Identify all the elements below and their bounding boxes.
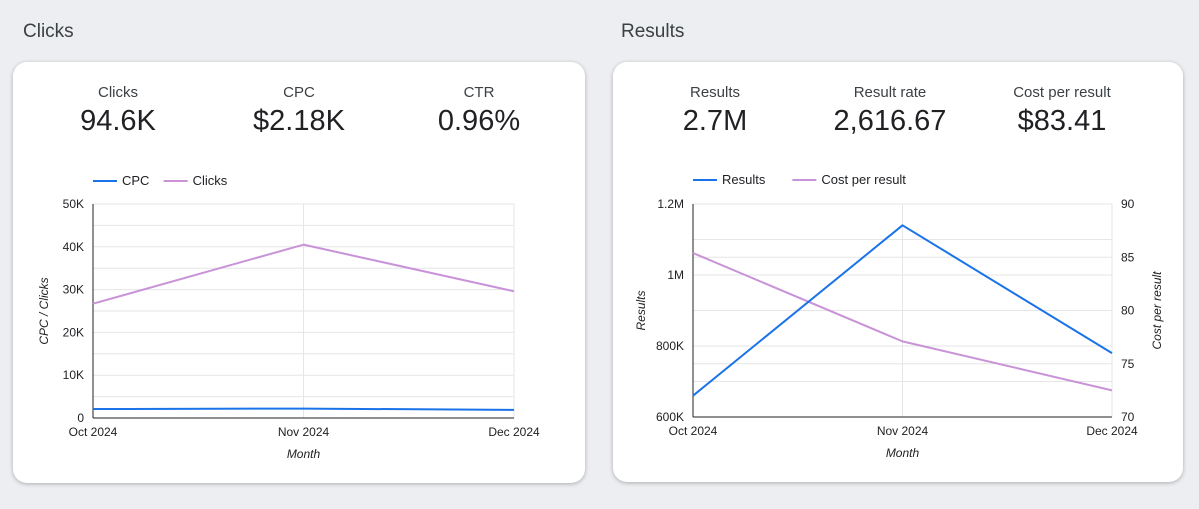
kpi-label: Clicks [98, 84, 138, 101]
results-cost-line-chart: 600K 800K 1M 1.2M 70 75 80 85 90 Oct 2024 Nov 2024… [634, 172, 1164, 460]
y-axis-title: Results [634, 290, 648, 330]
kpi-result-rate: Result rate 2,616.67 [810, 84, 970, 138]
clicks-section-title: Clicks [23, 21, 74, 42]
y-right-tick-label: 70 [1121, 410, 1135, 424]
x-tick-label: Oct 2024 [69, 425, 118, 439]
series-line-cost-per-result [692, 252, 1113, 392]
y-axis-title: CPC / Clicks [37, 277, 51, 344]
kpi-clicks: Clicks 94.6K [38, 84, 198, 138]
x-axis-title: Month [886, 446, 920, 460]
x-tick-label: Dec 2024 [1086, 424, 1138, 438]
series-line-results [692, 224, 1113, 397]
x-tick-label: Nov 2024 [278, 425, 330, 439]
y-right-tick-label: 85 [1121, 250, 1135, 264]
kpi-label: CTR [463, 84, 495, 101]
y-tick-label: 600K [656, 410, 684, 424]
y-tick-label: 1M [667, 268, 684, 282]
kpi-value: $83.41 [1017, 105, 1107, 137]
kpi-value: 0.96% [437, 105, 521, 137]
series-line-clicks [92, 243, 515, 305]
legend-label: Cost per result [821, 172, 906, 187]
y-tick-label: 40K [63, 240, 84, 254]
x-tick-label: Oct 2024 [669, 424, 718, 438]
kpi-label: CPC [283, 84, 315, 101]
series-line-cpc [92, 407, 515, 411]
y-right-tick-label: 90 [1121, 197, 1135, 211]
x-tick-label: Dec 2024 [488, 425, 540, 439]
legend-label: Results [722, 172, 766, 187]
results-section-title: Results [621, 21, 685, 42]
y-tick-label: 30K [63, 283, 84, 297]
y-tick-label: 800K [656, 339, 684, 353]
kpi-label: Result rate [853, 84, 927, 101]
kpi-value: 94.6K [80, 105, 156, 137]
x-axis-title: Month [287, 447, 321, 461]
legend-label: CPC [122, 173, 149, 188]
y-tick-label: 10K [63, 368, 84, 382]
kpi-cost-per-result: Cost per result $83.41 [982, 84, 1142, 138]
y-tick-label: 50K [63, 197, 84, 211]
y-tick-label: 1.2M [657, 197, 684, 211]
kpi-value: $2.18K [253, 105, 345, 137]
clicks-cpc-line-chart: 0 10K 20K 30K 40K 50K Oct 2024 Nov 2024 Dec 2024… [37, 173, 540, 461]
y-tick-label: 20K [63, 325, 84, 339]
kpi-results: Results 2.7M [635, 84, 795, 138]
kpi-value: 2,616.67 [833, 105, 947, 137]
y-right-tick-label: 80 [1121, 304, 1135, 318]
kpi-ctr: CTR 0.96% [399, 84, 559, 138]
x-tick-label: Nov 2024 [877, 424, 929, 438]
y-right-tick-label: 75 [1121, 357, 1135, 371]
legend-label: Clicks [193, 173, 228, 188]
y-tick-label: 0 [77, 411, 84, 425]
kpi-value: 2.7M [682, 105, 748, 137]
kpi-label: Cost per result [1013, 84, 1111, 101]
clicks-card: Clicks 94.6K CPC $2.18K CTR 0.96% 0 10K 20… [13, 62, 585, 483]
kpi-label: Results [689, 84, 741, 101]
results-card: Results 2.7M Result rate 2,616.67 Cost p… [613, 62, 1183, 482]
y-right-axis-title: Cost per result [1150, 271, 1164, 350]
kpi-cpc: CPC $2.18K [219, 84, 379, 138]
